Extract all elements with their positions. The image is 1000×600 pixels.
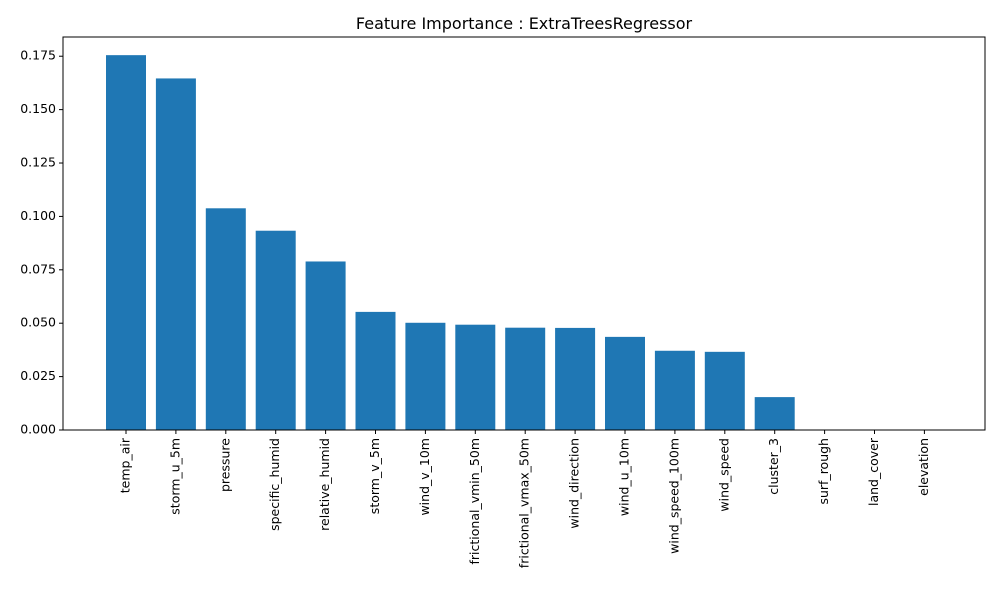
y-tick-label: 0.125 xyxy=(20,155,56,170)
y-tick-label: 0.025 xyxy=(20,368,56,383)
bar-wind_speed_100m xyxy=(654,350,695,430)
x-tick-label: specific_humid xyxy=(267,438,282,531)
y-tick-label: 0.100 xyxy=(20,208,56,223)
bar-temp_air xyxy=(106,55,146,430)
x-tick-label: frictional_vmin_50m xyxy=(467,438,482,565)
bar-cluster_3 xyxy=(754,397,795,430)
bar-wind_direction xyxy=(555,327,596,430)
x-tick-label: frictional_vmax_50m xyxy=(517,438,532,568)
bar-wind_v_10m xyxy=(405,322,446,430)
bar-frictional_vmin_50m xyxy=(455,324,496,430)
bar-wind_u_10m xyxy=(605,336,645,430)
bar-relative_humid xyxy=(305,261,346,430)
x-tick-label: temp_air xyxy=(118,437,133,493)
x-tick-label: wind_direction xyxy=(567,438,582,529)
bar-storm_u_5m xyxy=(155,78,196,431)
x-axis: temp_air storm_u_5m pressure specific_humid… xyxy=(118,430,931,568)
x-tick-label: wind_speed_100m xyxy=(666,438,681,554)
y-axis: 0.000 0.025 0.050 0.075 0.100 0.125 0.150 0.175 xyxy=(20,48,63,437)
plot-frame xyxy=(62,36,986,431)
y-tick-label: 0.150 xyxy=(20,101,56,116)
bar-specific_humid xyxy=(255,230,296,430)
x-tick-label: wind_speed xyxy=(716,438,731,512)
x-tick-label: surf_rough xyxy=(816,438,831,505)
bar-frictional_vmax_50m xyxy=(505,327,546,430)
bar-wind_speed xyxy=(704,351,745,430)
bar-storm_v_5m xyxy=(355,311,396,430)
x-tick-label: cluster_3 xyxy=(766,438,781,495)
bar-pressure xyxy=(205,208,246,430)
y-tick-label: 0.075 xyxy=(20,261,56,276)
y-tick-label: 0.175 xyxy=(20,48,56,63)
x-tick-label: wind_v_10m xyxy=(417,438,432,516)
x-tick-label: storm_u_5m xyxy=(167,438,182,515)
y-tick-label: 0.050 xyxy=(20,315,56,330)
x-tick-label: relative_humid xyxy=(317,438,332,531)
x-tick-label: elevation xyxy=(916,438,931,496)
x-tick-label: storm_v_5m xyxy=(367,438,382,514)
x-tick-label: pressure xyxy=(217,438,232,492)
x-tick-label: land_cover xyxy=(866,437,881,506)
x-tick-label: wind_u_10m xyxy=(617,438,632,516)
bars-group xyxy=(106,55,795,431)
y-tick-label: 0.000 xyxy=(20,422,56,437)
chart-title: Feature Importance : ExtraTreesRegressor xyxy=(356,14,693,33)
